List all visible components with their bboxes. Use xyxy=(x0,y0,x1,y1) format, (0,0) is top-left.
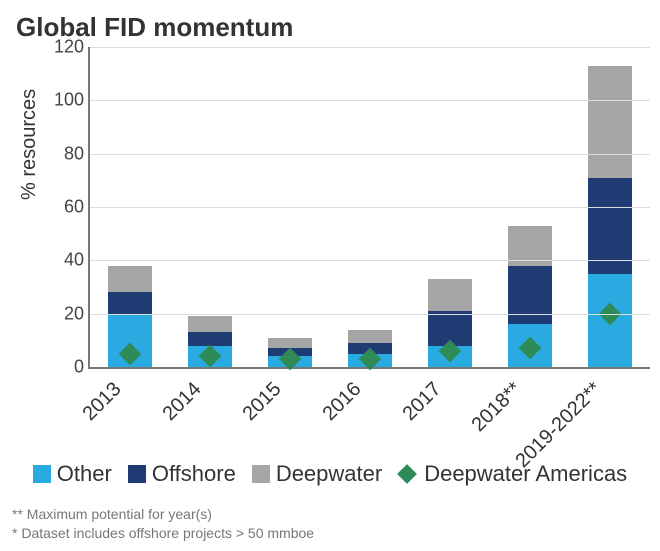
legend-label: Other xyxy=(57,461,112,487)
grid-line xyxy=(90,100,650,101)
legend-label: Deepwater xyxy=(276,461,382,487)
bar-segment-offshore xyxy=(108,292,152,313)
footnote-line: ** Maximum potential for year(s) xyxy=(12,505,314,524)
bar-segment-offshore xyxy=(348,343,392,354)
chart-title: Global FID momentum xyxy=(16,12,646,43)
grid-line xyxy=(90,207,650,208)
y-tick-label: 60 xyxy=(44,197,84,218)
legend-item-deepwater_americas: Deepwater Americas xyxy=(398,461,627,487)
bar-segment-offshore xyxy=(588,178,632,274)
bar-segment-deepwater xyxy=(348,330,392,343)
bar-segment-deepwater xyxy=(108,266,152,293)
bar-segment-deepwater xyxy=(588,66,632,178)
plot-area: 020406080100120 xyxy=(88,47,650,369)
bar-segment-other xyxy=(348,354,392,367)
footnote-line: * Dataset includes offshore projects > 5… xyxy=(12,524,314,543)
bar-segment-offshore xyxy=(508,266,552,325)
legend-label: Offshore xyxy=(152,461,236,487)
bar-segment-other xyxy=(428,346,472,367)
y-tick-label: 120 xyxy=(44,37,84,58)
bar xyxy=(428,279,472,367)
bar-segment-deepwater xyxy=(428,279,472,311)
bar-segment-other xyxy=(588,274,632,367)
legend-item-other: Other xyxy=(33,461,112,487)
legend-label: Deepwater Americas xyxy=(424,461,627,487)
grid-line xyxy=(90,154,650,155)
bar xyxy=(108,266,152,367)
bar-segment-other xyxy=(508,324,552,367)
bar xyxy=(268,338,312,367)
bar-segment-offshore xyxy=(268,348,312,356)
chart-container: Global FID momentum % resources 02040608… xyxy=(0,0,660,551)
bar-segment-other xyxy=(188,346,232,367)
y-tick-label: 100 xyxy=(44,90,84,111)
y-tick-label: 80 xyxy=(44,143,84,164)
legend-swatch xyxy=(252,465,270,483)
legend-item-offshore: Offshore xyxy=(128,461,236,487)
bar-segment-other xyxy=(108,314,152,367)
bar-segment-deepwater xyxy=(268,338,312,349)
legend-swatch xyxy=(33,465,51,483)
x-tick-labels: 201320142015201620172018**2019-2022** xyxy=(74,370,634,460)
bar xyxy=(508,226,552,367)
bar-segment-deepwater xyxy=(188,316,232,332)
bar-segment-offshore xyxy=(428,311,472,346)
bar-segment-offshore xyxy=(188,332,232,345)
bar-segment-other xyxy=(268,356,312,367)
legend-swatch-diamond xyxy=(397,464,417,484)
grid-line xyxy=(90,260,650,261)
bar xyxy=(188,316,232,367)
legend: Other Offshore Deepwater Deepwater Americas xyxy=(0,460,660,487)
grid-line xyxy=(90,47,650,48)
bar xyxy=(588,66,632,367)
legend-swatch xyxy=(128,465,146,483)
y-tick-label: 40 xyxy=(44,250,84,271)
y-axis-label: % resources xyxy=(18,89,41,200)
bar xyxy=(348,330,392,367)
y-tick-label: 20 xyxy=(44,303,84,324)
grid-line xyxy=(90,314,650,315)
legend-item-deepwater: Deepwater xyxy=(252,461,382,487)
footnotes: ** Maximum potential for year(s)* Datase… xyxy=(12,505,314,543)
